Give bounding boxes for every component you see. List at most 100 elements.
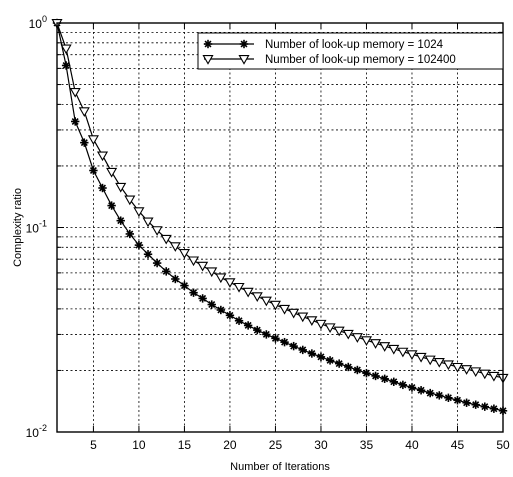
marker-stroke <box>490 405 498 413</box>
marker-stroke <box>308 350 316 358</box>
marker-stroke <box>162 267 170 275</box>
data-point <box>371 371 380 381</box>
marker-stroke <box>126 230 134 238</box>
x-tick-label: 5 <box>90 438 97 452</box>
data-point <box>71 117 80 126</box>
marker-stroke <box>344 363 352 371</box>
data-point <box>415 352 427 363</box>
data-point <box>152 258 162 268</box>
marker-stroke <box>463 399 471 407</box>
marker-stroke <box>472 401 480 409</box>
marker-stroke <box>281 338 289 346</box>
data-point <box>260 296 272 307</box>
data-point <box>197 261 209 272</box>
marker-stroke <box>217 306 225 314</box>
marker-stroke <box>62 61 70 69</box>
data-point <box>251 292 263 302</box>
data-point <box>78 107 90 118</box>
x-tick-label: 40 <box>405 438 419 452</box>
data-point <box>242 287 254 298</box>
data-point <box>471 400 480 409</box>
marker-stroke <box>353 366 361 374</box>
marker-stroke <box>244 321 252 329</box>
marker-stroke <box>399 381 407 389</box>
legend: Number of look-up memory = 1024 Number of… <box>197 32 504 70</box>
marker-stroke <box>235 317 243 325</box>
data-point <box>316 352 326 362</box>
data-point <box>215 273 227 284</box>
marker-stroke <box>190 289 198 297</box>
marker-stroke <box>453 396 461 404</box>
data-point <box>425 388 435 398</box>
data-point <box>187 256 200 267</box>
data-point <box>98 183 107 193</box>
data-point <box>178 249 190 259</box>
data-point <box>207 300 216 309</box>
data-point <box>489 404 499 413</box>
data-point <box>269 300 281 311</box>
data-point <box>424 355 436 366</box>
data-point <box>351 333 363 343</box>
data-point <box>289 341 298 351</box>
data-point <box>389 377 398 386</box>
data-point <box>379 342 391 352</box>
data-point <box>69 87 81 98</box>
x-tick-label: 30 <box>314 438 328 452</box>
marker-stroke <box>417 386 425 394</box>
data-point <box>461 365 473 375</box>
data-point <box>151 226 163 236</box>
data-point <box>488 371 500 382</box>
data-point <box>233 282 245 293</box>
data-point <box>180 281 189 290</box>
data-point <box>344 362 353 372</box>
data-point <box>271 334 280 343</box>
y-tick-label: 10-1 <box>26 219 47 236</box>
data-point <box>406 350 418 360</box>
marker-stroke <box>89 166 97 175</box>
data-point <box>80 138 89 147</box>
data-point <box>462 398 471 407</box>
data-point <box>297 312 309 323</box>
marker-stroke <box>135 241 143 249</box>
data-point <box>470 367 482 378</box>
data-point <box>298 345 307 355</box>
data-point <box>380 374 389 384</box>
data-point <box>342 329 354 340</box>
x-axis-label: Number of Iterations <box>230 461 330 473</box>
data-point <box>280 337 289 347</box>
x-tick-label: 25 <box>269 438 283 452</box>
marker-stroke <box>199 294 207 302</box>
data-point <box>397 347 409 358</box>
data-point <box>87 135 99 145</box>
data-point <box>125 229 135 239</box>
x-tick-label: 20 <box>223 438 237 452</box>
marker-stroke <box>253 326 261 334</box>
marker-stroke <box>435 391 443 399</box>
data-point <box>225 311 235 320</box>
data-point <box>416 386 426 395</box>
marker-stroke <box>153 259 161 267</box>
data-point <box>60 44 72 55</box>
data-point <box>307 349 317 358</box>
data-point <box>353 365 362 375</box>
x-tick-label: 45 <box>451 438 465 452</box>
data-point <box>333 326 345 337</box>
data-point <box>116 216 125 225</box>
data-point <box>143 250 153 259</box>
data-point <box>171 274 180 284</box>
marker-stroke <box>326 356 334 364</box>
marker-stroke <box>335 360 343 368</box>
marker-stroke <box>262 330 270 338</box>
x-tick-label: 35 <box>360 438 374 452</box>
series-group <box>51 18 509 415</box>
data-point <box>334 359 344 368</box>
data-point <box>203 39 213 49</box>
marker-stroke <box>180 282 188 290</box>
marker-stroke <box>481 403 489 411</box>
data-point <box>107 201 116 210</box>
marker-stroke <box>240 40 248 48</box>
marker-stroke <box>299 346 307 354</box>
data-point <box>370 339 382 349</box>
